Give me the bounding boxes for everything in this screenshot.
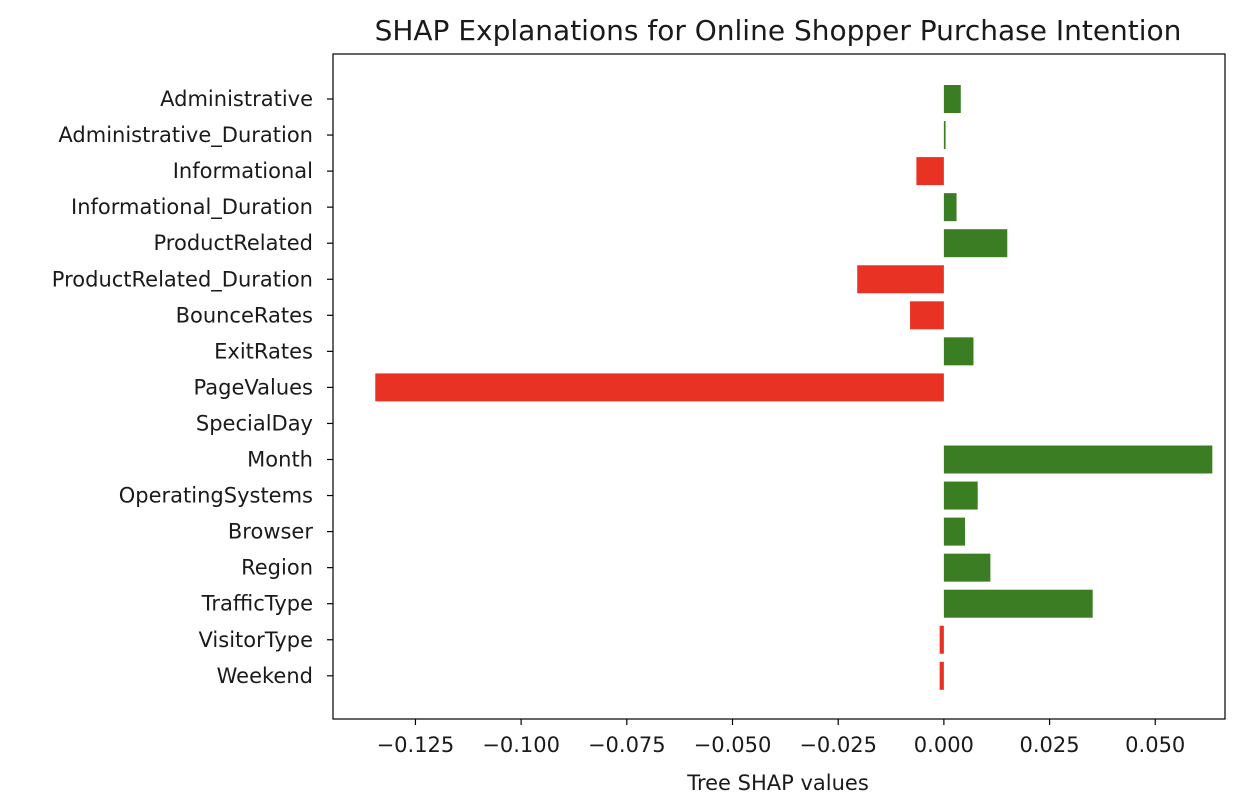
bar-month — [943, 445, 1213, 474]
y-tick-label: OperatingSystems — [119, 484, 313, 508]
bar-administrative — [943, 85, 961, 113]
x-tick-label: −0.050 — [694, 733, 772, 757]
y-tick-label: Region — [241, 556, 313, 580]
bar-region — [943, 553, 991, 582]
y-tick-label: BounceRates — [176, 303, 313, 327]
bar-visitortype — [939, 625, 944, 654]
y-tick-label: Month — [247, 448, 313, 472]
y-tick-label: SpecialDay — [196, 411, 313, 435]
x-tick-label: −0.075 — [588, 733, 666, 757]
x-axis-ticks: −0.125 −0.100 −0.075 −0.050 −0.025 0.000 0.025… — [377, 719, 1185, 757]
bars-group — [375, 85, 1213, 690]
bar-exitrates — [943, 337, 974, 366]
x-axis-label: Tree SHAP values — [686, 771, 869, 795]
x-tick-label: 0.000 — [914, 733, 974, 757]
x-tick-label: −0.125 — [377, 733, 455, 757]
bar-informational — [916, 157, 944, 186]
y-axis-ticks: Administrative Administrative_Duration Inf… — [52, 87, 333, 688]
y-tick-label: ProductRelated — [154, 231, 314, 255]
y-tick-label: TrafficType — [201, 592, 313, 616]
chart-title: SHAP Explanations for Online Shopper Pur… — [375, 14, 1182, 47]
y-tick-label: VisitorType — [199, 628, 313, 652]
x-tick-label: −0.100 — [482, 733, 560, 757]
bar-weekend — [939, 661, 944, 690]
bar-operatingsystems — [943, 481, 978, 510]
y-tick-label: Weekend — [217, 664, 313, 688]
y-tick-label: PageValues — [194, 375, 313, 399]
x-tick-label: −0.025 — [799, 733, 877, 757]
bar-traffictype — [943, 589, 1093, 618]
bar-informational-duration — [943, 193, 957, 222]
y-tick-label: Administrative_Duration — [58, 123, 313, 148]
y-tick-label: Browser — [228, 520, 313, 544]
y-tick-label: ExitRates — [214, 339, 313, 363]
bar-administrative-duration — [943, 121, 946, 150]
bar-productrelated — [943, 229, 1008, 258]
y-tick-label: Informational_Duration — [71, 195, 313, 220]
bar-pagevalues — [375, 373, 944, 402]
y-tick-label: ProductRelated_Duration — [52, 267, 313, 292]
axes-frame — [332, 53, 1226, 720]
bar-browser — [943, 517, 966, 546]
x-tick-label: 0.025 — [1019, 733, 1079, 757]
y-tick-label: Administrative — [160, 87, 313, 111]
y-tick-label: Informational — [173, 159, 313, 183]
bar-productrelated-duration — [857, 265, 944, 294]
bar-bouncerates — [910, 301, 944, 330]
x-tick-label: 0.050 — [1125, 733, 1185, 757]
